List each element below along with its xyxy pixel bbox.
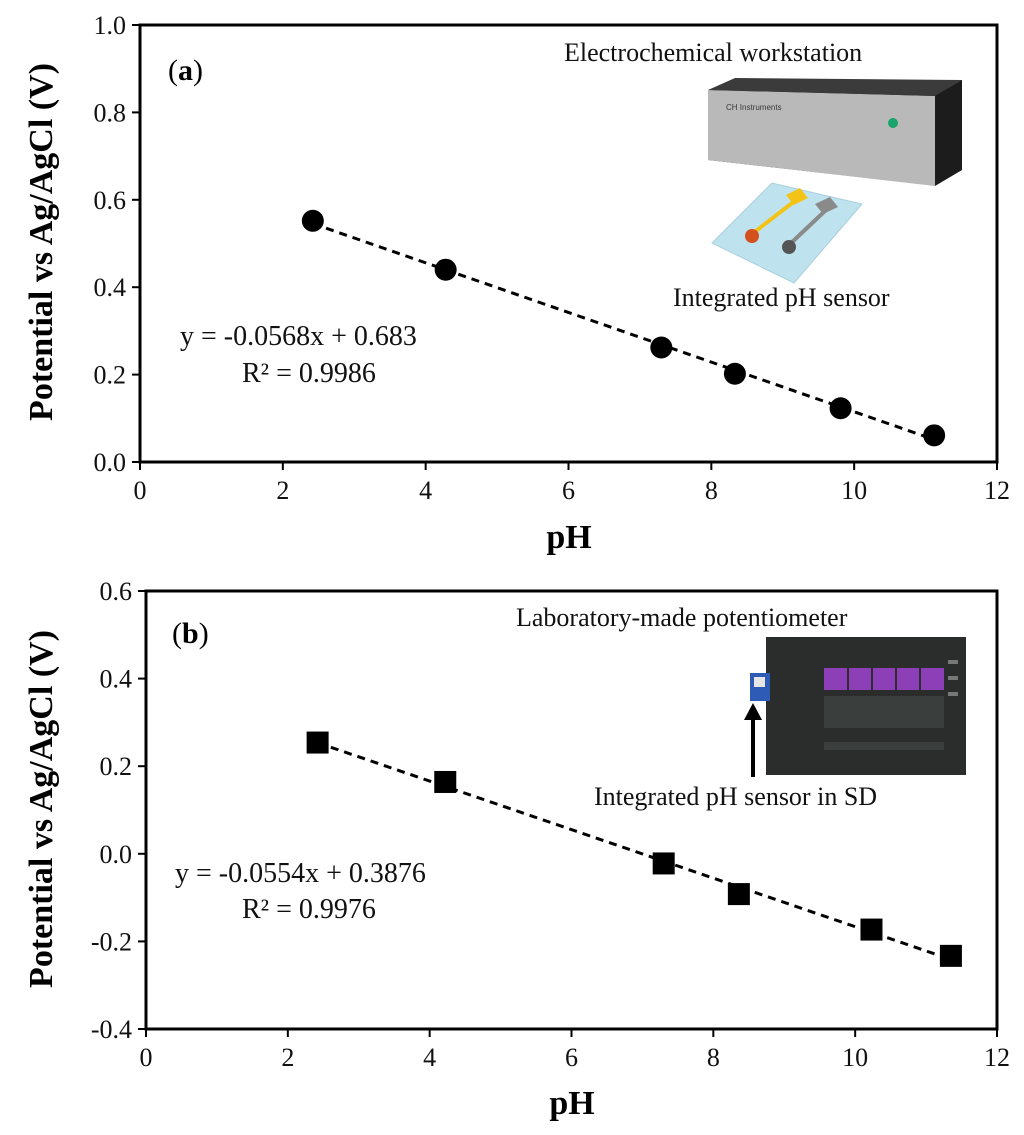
y-axis-title-a: Potential vs Ag/AgCl (V) (23, 63, 60, 421)
panel-label-a: (a) (168, 54, 203, 87)
trendline-b (317, 741, 952, 961)
r-squared-a: R² = 0.9986 (242, 358, 376, 389)
r-squared-b: R² = 0.9976 (242, 894, 376, 925)
device-label-b: Laboratory-made potentiometer (516, 603, 848, 632)
y-tick-label-a: 0.2 (94, 361, 127, 390)
x-tick-label-b: 0 (140, 1043, 153, 1072)
x-axis-title-b: pH (549, 1085, 594, 1122)
data-point-a (923, 424, 946, 447)
y-tick-label-b: 0.2 (100, 752, 133, 781)
potentiometer-image (750, 637, 966, 775)
data-point-b (860, 918, 883, 941)
x-tick-label-a: 10 (841, 476, 867, 505)
x-tick-label-a: 8 (705, 476, 718, 505)
y-tick-label-a: 1.0 (94, 11, 127, 40)
panel-a: Potential vs Ag/AgCl (V) pH 0 2 4 6 8 10 12 0.0… (23, 11, 1010, 556)
sensor-label-b: Integrated pH sensor in SD (594, 782, 877, 811)
equation-a: y = -0.0568x + 0.683 (180, 321, 417, 352)
x-tick-label-b: 2 (281, 1043, 294, 1072)
equation-b: y = -0.0554x + 0.3876 (175, 858, 426, 889)
x-tick-label-a: 12 (984, 476, 1010, 505)
data-point-b (306, 731, 329, 754)
y-tick-label-b: 0.0 (100, 840, 133, 869)
data-point-a (650, 336, 673, 359)
tick-labels-b: 0 2 4 6 8 10 12 -0.4 -0.2 0.0 0.2 0.4 0.6 (91, 577, 1010, 1072)
tick-labels-a: 0 2 4 6 8 10 12 0.0 0.2 0.4 0.6 0.8 1.0 (94, 11, 1011, 505)
sensor-label-a: Integrated pH sensor (673, 283, 890, 312)
sensor-chip-image (711, 182, 863, 284)
y-tick-label-b: -0.4 (91, 1015, 132, 1044)
y-tick-label-b: 0.6 (100, 577, 133, 606)
y-tick-label-b: 0.4 (100, 665, 133, 694)
data-point-b (939, 944, 962, 967)
x-tick-label-a: 4 (419, 476, 432, 505)
device-label-a: Electrochemical workstation (564, 38, 862, 67)
data-points-b (306, 731, 962, 967)
data-point-a (829, 397, 852, 420)
y-tick-label-a: 0.0 (94, 448, 127, 477)
x-tick-label-b: 4 (423, 1043, 436, 1072)
x-axis-title-a: pH (546, 519, 591, 556)
trendline-a (312, 222, 935, 441)
x-tick-label-b: 12 (984, 1043, 1010, 1072)
arrow-icon (744, 703, 762, 777)
data-point-b (727, 883, 750, 906)
x-tick-label-b: 10 (842, 1043, 868, 1072)
svg-text:CH Instruments: CH Instruments (726, 103, 782, 112)
y-axis-title-b: Potential vs Ag/AgCl (V) (23, 630, 60, 988)
x-tick-label-a: 2 (276, 476, 289, 505)
x-tick-label-a: 0 (134, 476, 147, 505)
y-tick-label-a: 0.4 (94, 273, 127, 302)
x-tick-label-b: 8 (707, 1043, 720, 1072)
x-tick-label-a: 6 (562, 476, 575, 505)
x-tick-label-b: 6 (565, 1043, 578, 1072)
panel-label-b: (b) (172, 617, 209, 650)
y-tick-label-b: -0.2 (91, 927, 132, 956)
data-points-a (301, 209, 946, 447)
plot-frame-b (144, 589, 999, 1031)
plot-frame-a (138, 23, 999, 464)
y-tick-label-a: 0.6 (94, 186, 127, 215)
panel-b: Potential vs Ag/AgCl (V) pH 0 2 4 6 8 10 12 -0.… (23, 577, 1010, 1122)
y-tick-label-a: 0.8 (94, 98, 127, 127)
data-point-a (434, 258, 457, 281)
data-point-b (652, 852, 675, 875)
workstation-image: CH Instruments (708, 78, 962, 186)
data-point-a (723, 362, 746, 385)
data-point-b (434, 770, 457, 793)
data-point-a (301, 209, 324, 232)
